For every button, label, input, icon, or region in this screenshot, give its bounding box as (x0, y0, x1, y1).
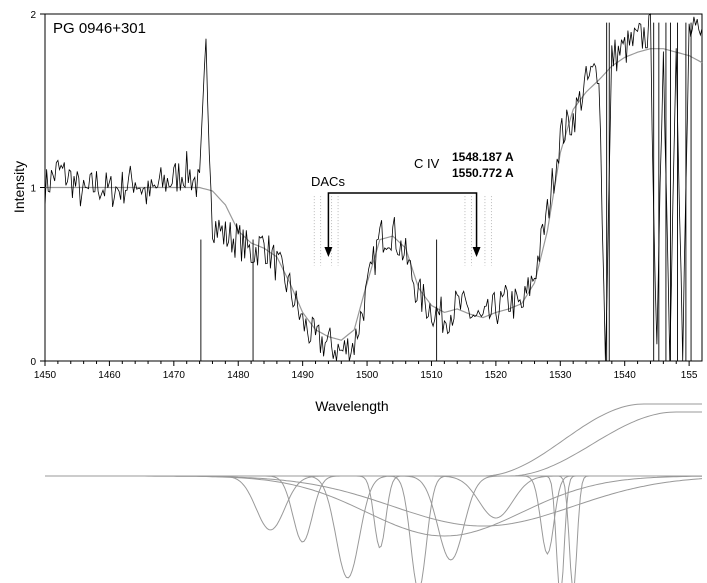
y-tick-label: 1 (30, 184, 36, 195)
x-tick-label: 1540 (614, 370, 637, 381)
dac-profile (45, 475, 702, 543)
dac-region-markers (313, 196, 492, 266)
x-tick-label: 1460 (98, 370, 121, 381)
ion-label: C IV (414, 156, 440, 171)
dacs-label: DACs (311, 174, 345, 189)
dac-bracket (327, 192, 478, 255)
x-tick-label: 155 (681, 370, 698, 381)
x-tick-label: 1520 (485, 370, 508, 381)
observed-line (44, 13, 703, 362)
x-axis-title: Wavelength (315, 398, 388, 414)
x-tick-label: 1500 (356, 370, 379, 381)
y-tick-label: 2 (30, 10, 36, 21)
broad-profile (45, 475, 703, 527)
y-axis-title: Intensity (11, 161, 27, 213)
x-tick-label: 1510 (420, 370, 443, 381)
broad-profile (45, 403, 702, 477)
series-group (44, 13, 703, 362)
x-tick-label: 1470 (163, 370, 186, 381)
dac-arrowhead (324, 247, 333, 257)
model-line (45, 48, 703, 341)
dac-profile (45, 475, 702, 583)
dac-profile (45, 475, 702, 549)
x-tick-label: 1530 (549, 370, 572, 381)
dac-arrows (324, 192, 481, 257)
x-tick-label: 1490 (292, 370, 315, 381)
y-tick-label: 0 (30, 357, 36, 368)
dac-profile (45, 475, 702, 583)
dac-profile (45, 475, 702, 583)
dac-profile (45, 475, 702, 579)
x-tick-label: 1450 (34, 370, 57, 381)
x-tick-label: 1480 (227, 370, 250, 381)
profile-panel (45, 403, 703, 583)
line1-label: 1548.187 A (452, 150, 514, 164)
axis-ticks: 1450 1460 1470 1480 1490 1500 1510 1520 1530 1540… (30, 10, 697, 381)
broad-profile (45, 411, 702, 477)
line2-label: 1550.772 A (452, 166, 514, 180)
object-label: PG 0946+301 (53, 20, 146, 37)
dac-arrowhead (472, 247, 481, 257)
